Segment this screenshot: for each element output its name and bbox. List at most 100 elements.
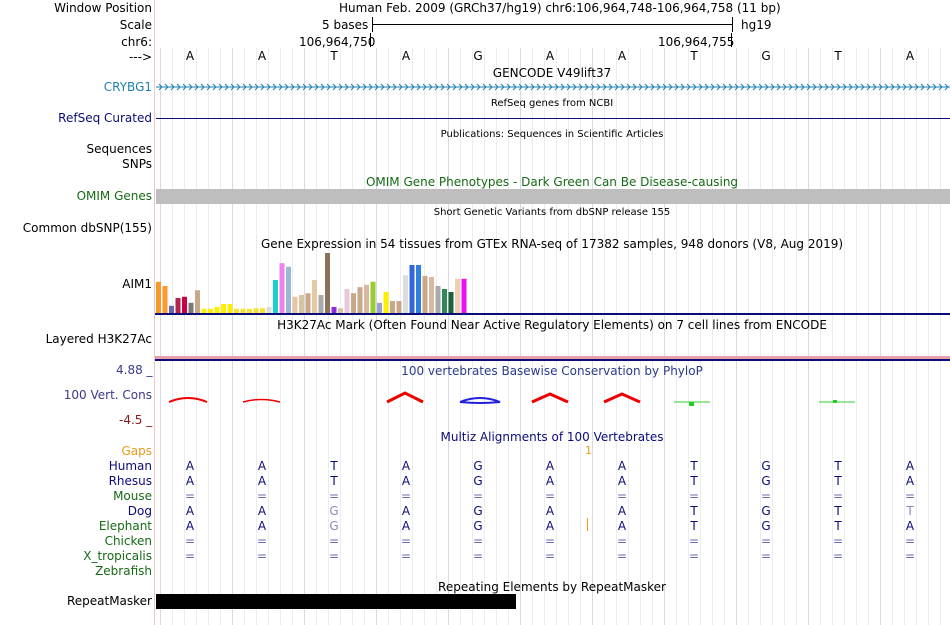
multiz-gaps-label[interactable]: Gaps [121, 444, 152, 458]
multiz-species-label[interactable]: Elephant [98, 519, 152, 533]
gtex-tissue-bar[interactable] [403, 275, 408, 313]
multiz-base: A [905, 474, 915, 488]
multiz-base: = [256, 489, 268, 503]
phylop-conservation-graph[interactable] [155, 390, 950, 412]
publications-label-sequences[interactable]: Sequences [86, 142, 152, 156]
gtex-tissue-bar[interactable] [455, 278, 460, 313]
gencode-label[interactable]: CRYBG1 [103, 80, 152, 94]
gtex-label[interactable]: AIM1 [122, 277, 152, 291]
strand-chevron [632, 83, 637, 91]
gtex-tissue-bar[interactable] [214, 307, 220, 313]
strand-chevron [290, 83, 295, 91]
multiz-species-label[interactable]: Chicken [104, 534, 152, 548]
gtex-tissue-bar[interactable] [312, 280, 317, 313]
repeatmasker-element[interactable] [156, 594, 516, 609]
gtex-tissue-bar[interactable] [253, 308, 259, 313]
gtex-tissue-bar[interactable] [169, 305, 174, 313]
gtex-tissue-bar[interactable] [221, 304, 226, 313]
multiz-species-label[interactable]: X_tropicalis [83, 549, 152, 563]
multiz-base: = [400, 489, 412, 503]
phylop-label[interactable]: 100 Vert. Cons [63, 388, 152, 402]
gtex-tissue-bar[interactable] [370, 281, 376, 313]
gtex-tissue-bar[interactable] [208, 308, 213, 313]
strand-chevron [524, 83, 529, 91]
gtex-tissue-bar[interactable] [305, 293, 311, 313]
strand-chevron [752, 83, 757, 91]
gtex-tissue-bar[interactable] [344, 289, 350, 313]
gtex-tissue-bar[interactable] [188, 302, 194, 313]
multiz-base: = [760, 549, 772, 563]
gtex-tissue-bar[interactable] [260, 308, 265, 313]
gtex-tissue-bar[interactable] [396, 301, 402, 313]
gtex-tissue-bar[interactable] [234, 308, 239, 313]
gtex-tissue-bar[interactable] [286, 266, 291, 313]
multiz-species-label[interactable]: Human [108, 459, 152, 473]
gtex-tissue-bar[interactable] [325, 253, 330, 313]
gtex-tissue-bar[interactable] [240, 308, 246, 313]
multiz-species-label[interactable]: Rhesus [108, 474, 152, 488]
gtex-tissue-bar[interactable] [195, 290, 200, 313]
strand-chevron [902, 83, 907, 91]
multiz-base: A [545, 504, 555, 518]
refseq-gene-feature[interactable] [156, 118, 950, 119]
refseq-label[interactable]: RefSeq Curated [58, 111, 152, 125]
gtex-tissue-bar[interactable] [182, 296, 187, 313]
gtex-tissue-bar[interactable] [247, 308, 252, 313]
multiz-species-label[interactable]: Zebrafish [95, 564, 152, 578]
gtex-tissue-bar[interactable] [429, 277, 434, 313]
gtex-tissue-bar[interactable] [377, 302, 382, 313]
base-letter: A [545, 49, 555, 63]
omim-label[interactable]: OMIM Genes [76, 189, 152, 203]
gtex-tissue-bar[interactable] [383, 292, 389, 313]
gtex-tissue-bar[interactable] [442, 289, 447, 313]
dbsnp-label[interactable]: Common dbSNP(155) [22, 221, 152, 235]
gtex-tissue-bar[interactable] [299, 295, 304, 313]
strand-chevron [212, 83, 217, 91]
multiz-base: A [545, 459, 555, 473]
strand-chevron [164, 83, 169, 91]
strand-chevron [458, 83, 463, 91]
strand-chevron [308, 83, 313, 91]
strand-chevron [404, 83, 409, 91]
gtex-tissue-bar[interactable] [273, 280, 278, 313]
repeatmasker-track-title: Repeating Elements by RepeatMasker [438, 580, 666, 594]
gtex-tissue-bar[interactable] [390, 301, 395, 313]
gtex-tissue-bar[interactable] [331, 307, 337, 313]
gtex-bar-graph[interactable] [155, 252, 950, 314]
gtex-tissue-bar[interactable] [279, 263, 285, 313]
repeatmasker-label[interactable]: RepeatMasker [66, 594, 152, 608]
gtex-tissue-bar[interactable] [175, 298, 181, 313]
strand-chevron [650, 83, 655, 91]
strand-chevron [830, 83, 835, 91]
publications-label-snps[interactable]: SNPs [122, 157, 152, 171]
dbsnp-track-title: Short Genetic Variants from dbSNP releas… [433, 207, 671, 218]
gtex-tissue-bar[interactable] [416, 265, 421, 313]
gtex-tissue-bar[interactable] [318, 295, 324, 313]
gtex-tissue-bar[interactable] [156, 281, 161, 313]
omim-feature[interactable] [156, 189, 950, 204]
gtex-tissue-bar[interactable] [364, 284, 369, 313]
gtex-tissue-bar[interactable] [266, 307, 272, 313]
multiz-species-label[interactable]: Mouse [113, 489, 152, 503]
strand-chevron [722, 83, 727, 91]
gtex-tissue-bar[interactable] [422, 275, 428, 313]
gtex-tissue-bar[interactable] [461, 278, 467, 313]
gtex-tissue-bar[interactable] [357, 287, 363, 313]
gtex-tissue-bar[interactable] [292, 296, 298, 313]
h3k27ac-label[interactable]: Layered H3K27Ac [45, 332, 152, 346]
multiz-base: = [616, 549, 628, 563]
multiz-base: G [329, 504, 339, 518]
gtex-tissue-bar[interactable] [351, 293, 356, 313]
gtex-tissue-bar[interactable] [201, 308, 207, 313]
strand-chevron [416, 83, 421, 91]
gtex-tissue-bar[interactable] [338, 308, 343, 313]
gtex-tissue-bar[interactable] [162, 286, 168, 313]
gtex-tissue-bar[interactable] [435, 286, 441, 313]
gencode-gene-feature[interactable] [156, 80, 950, 94]
gtex-tissue-bar[interactable] [448, 292, 454, 313]
gtex-tissue-bar[interactable] [409, 265, 415, 313]
multiz-base: = [328, 534, 340, 548]
multiz-species-label[interactable]: Dog [127, 504, 152, 518]
gtex-tissue-bar[interactable] [227, 304, 233, 313]
h3k27ac-signal[interactable] [155, 356, 950, 360]
